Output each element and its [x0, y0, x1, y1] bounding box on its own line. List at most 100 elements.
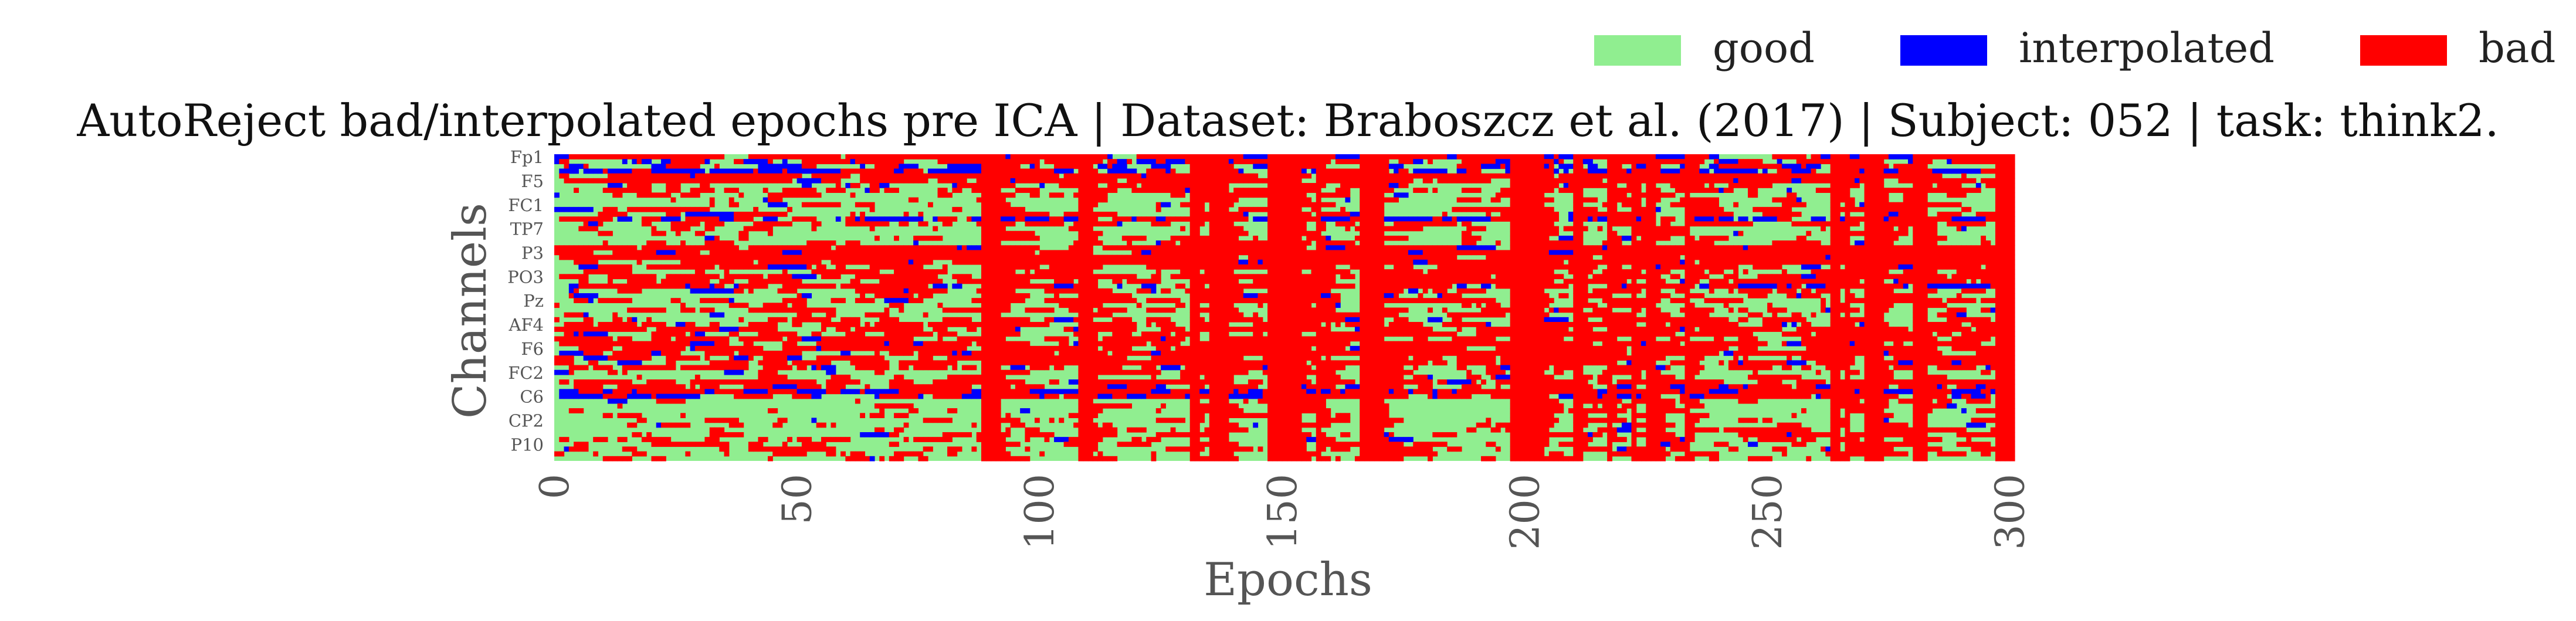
cell-bad	[1684, 168, 1690, 174]
cell-bad	[1083, 240, 1089, 246]
cell-interpolated	[675, 216, 681, 222]
cell-bad	[1189, 173, 1195, 179]
cell-bad	[564, 159, 570, 164]
cell-bad	[685, 226, 691, 232]
cell-bad	[1840, 245, 1846, 251]
cell-interpolated	[1141, 173, 1147, 179]
cell-bad	[995, 197, 1001, 203]
cell-bad	[1214, 212, 1219, 217]
cell-bad	[1762, 212, 1768, 217]
cell-bad	[1452, 254, 1458, 260]
cell-bad	[680, 259, 686, 265]
cell-bad	[1689, 178, 1695, 184]
cell-bad	[942, 254, 948, 260]
cell-bad	[1578, 240, 1584, 246]
cell-bad	[1097, 254, 1103, 260]
cell-bad	[1243, 188, 1249, 193]
cell-bad	[1830, 259, 1836, 265]
cell-interpolated	[1029, 164, 1035, 169]
cell-bad	[1913, 250, 1919, 256]
cell-interpolated	[1394, 164, 1399, 169]
cell-bad	[1180, 216, 1186, 222]
cell-bad	[811, 250, 817, 256]
cell-bad	[1049, 173, 1055, 179]
cell-bad	[792, 154, 798, 160]
cell-bad	[1772, 245, 1778, 251]
cell-bad	[1753, 259, 1758, 265]
cell-bad	[680, 164, 686, 169]
cell-bad	[1180, 173, 1186, 179]
cell-bad	[1699, 154, 1705, 160]
cell-bad	[1422, 178, 1428, 184]
cell-bad	[709, 245, 715, 251]
cell-bad	[1791, 254, 1797, 260]
cell-bad	[782, 173, 788, 179]
cell-bad	[1699, 183, 1705, 188]
cell-bad	[1529, 250, 1535, 256]
cell-bad	[1753, 245, 1758, 251]
cell-interpolated	[762, 216, 768, 222]
cell-bad	[903, 173, 909, 179]
cell-bad	[1039, 250, 1045, 256]
cell-bad	[588, 226, 594, 232]
cell-bad	[1345, 178, 1351, 184]
cell-bad	[1631, 221, 1637, 227]
cell-bad	[1490, 250, 1496, 256]
cell-bad	[1592, 259, 1598, 265]
cell-bad	[1849, 221, 1855, 227]
cell-bad	[1490, 206, 1496, 212]
cell-bad	[1748, 250, 1753, 256]
cell-bad	[1772, 240, 1778, 246]
cell-bad	[1185, 269, 1191, 274]
cell-bad	[1762, 183, 1768, 188]
cell-bad	[636, 188, 642, 193]
cell-bad	[1825, 259, 1831, 265]
cell-bad	[1796, 212, 1802, 217]
cell-bad	[811, 259, 817, 265]
cell-bad	[1913, 235, 1919, 241]
cell-bad	[1510, 235, 1516, 241]
cell-bad	[1520, 221, 1526, 227]
cell-bad	[738, 235, 744, 241]
cell-bad	[1815, 245, 1821, 251]
cell-bad	[1578, 212, 1584, 217]
cell-bad	[1796, 159, 1802, 164]
cell-bad	[1709, 178, 1714, 184]
cell-bad	[855, 245, 860, 251]
cell-bad	[1510, 202, 1516, 208]
cell-bad	[1753, 264, 1758, 270]
cell-bad	[865, 245, 870, 251]
cell-bad	[1539, 164, 1545, 169]
cell-interpolated	[1253, 216, 1259, 222]
cell-bad	[1277, 173, 1283, 179]
cell-bad	[675, 254, 681, 260]
cell-bad	[1646, 188, 1652, 193]
cell-bad	[1287, 259, 1293, 265]
cell-bad	[1209, 206, 1215, 212]
cell-bad	[636, 173, 642, 179]
cell-bad	[1684, 212, 1690, 217]
cell-bad	[1835, 188, 1841, 193]
cell-bad	[1631, 202, 1637, 208]
cell-bad	[1631, 154, 1637, 160]
cell-bad	[1272, 168, 1278, 174]
cell-bad	[1680, 168, 1686, 174]
cell-bad	[1864, 230, 1870, 236]
cell-bad	[1840, 188, 1846, 193]
cell-bad	[1903, 226, 1909, 232]
cell-bad	[1039, 173, 1045, 179]
cell-bad	[1054, 164, 1059, 169]
cell-bad	[646, 192, 652, 198]
cell-bad	[923, 154, 928, 160]
cell-bad	[840, 250, 846, 256]
cell-bad	[1879, 250, 1884, 256]
cell-bad	[1001, 235, 1006, 241]
cell-bad	[879, 178, 885, 184]
cell-bad	[1364, 154, 1370, 160]
cell-bad	[1956, 245, 1962, 251]
cell-interpolated	[1456, 216, 1462, 222]
cell-bad	[1636, 212, 1642, 217]
cell-bad	[1326, 250, 1331, 256]
cell-bad	[1898, 202, 1904, 208]
cell-bad	[734, 202, 739, 208]
